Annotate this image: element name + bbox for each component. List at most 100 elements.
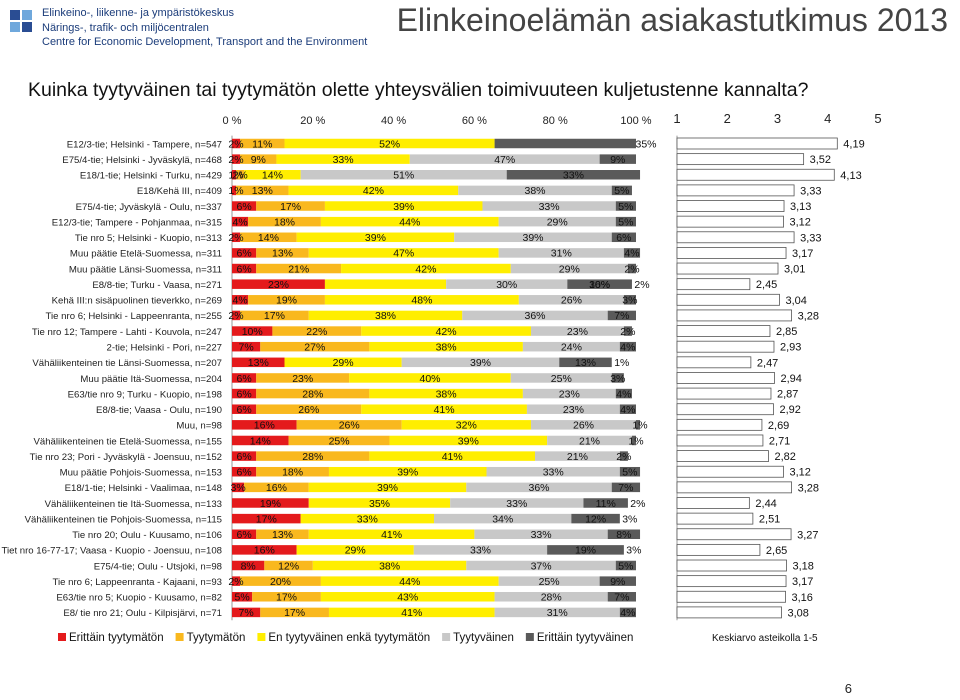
data-label: 23% xyxy=(567,326,588,338)
mean-bar xyxy=(676,590,786,603)
legend-swatch xyxy=(257,633,266,641)
data-label: 2% xyxy=(616,451,631,463)
bar-segment xyxy=(526,404,620,414)
data-label: 17% xyxy=(264,310,285,322)
mean-value-label: 3,28 xyxy=(798,310,819,322)
mean-value-label: 2,51 xyxy=(759,514,780,526)
bar-segment xyxy=(240,576,321,586)
category-label: Muu päätie Itä-Suomessa, n=204 xyxy=(80,374,222,385)
mean-value-label: 3,08 xyxy=(788,607,809,619)
question-text: Kuinka tyytyväinen tai tyytymätön olette… xyxy=(28,79,809,101)
bar-segment xyxy=(494,138,636,149)
data-label: 12% xyxy=(585,513,606,525)
data-label: 23% xyxy=(268,279,289,291)
category-label: E8/ tie nro 21; Oulu - Kilpisjärvi, n=71 xyxy=(63,608,222,619)
data-label: 39% xyxy=(365,232,386,244)
bar-segment xyxy=(264,560,313,571)
bar-segment xyxy=(308,482,467,493)
data-label: 27% xyxy=(304,341,325,353)
bar-segment xyxy=(401,420,531,430)
data-label: 13% xyxy=(272,248,293,260)
data-label: 7% xyxy=(614,310,629,322)
bar-segment xyxy=(518,295,624,305)
data-label: 33% xyxy=(357,513,378,525)
category-label: E18/Kehä III, n=409 xyxy=(137,186,222,197)
data-label: 1% xyxy=(628,435,643,447)
data-label: 43% xyxy=(397,592,418,604)
mean-bar xyxy=(676,559,787,572)
data-label: 4% xyxy=(620,341,635,353)
bar-segment xyxy=(256,404,362,414)
bar-segment xyxy=(389,435,548,446)
data-label: 6% xyxy=(237,201,252,213)
category-label: Tie nro 6; Helsinki - Lappeenranta, n=25… xyxy=(46,311,222,322)
data-label: 5% xyxy=(618,216,633,228)
mean-bar xyxy=(676,512,754,525)
bar-segment xyxy=(328,607,495,618)
data-label: 6% xyxy=(237,248,252,260)
data-label: 7% xyxy=(239,607,254,619)
bar-segment xyxy=(571,513,620,524)
legend-swatch xyxy=(525,633,534,641)
data-label: 33% xyxy=(539,201,560,213)
data-label: 52% xyxy=(379,138,400,150)
data-label: 14% xyxy=(258,232,279,244)
category-label: Tie nro 20; Oulu - Kuusamo, n=106 xyxy=(72,530,222,541)
bar-segment xyxy=(369,388,523,399)
x-tick-label: 80 % xyxy=(543,115,568,127)
category-label: E12/3-tie; Tampere - Pohjanmaa, n=315 xyxy=(52,217,222,228)
mean-value-label: 3,18 xyxy=(793,561,814,573)
mean-bar xyxy=(676,278,751,291)
bar-segment xyxy=(583,498,628,508)
bar-segment xyxy=(599,154,636,164)
data-label: 8% xyxy=(241,560,256,572)
bar-segment xyxy=(494,607,620,618)
data-label: 23% xyxy=(559,388,580,400)
bar-segment xyxy=(256,529,309,539)
data-label: 28% xyxy=(302,451,323,463)
ely-logo: Elinkeino-, liikenne- ja ympäristökeskus… xyxy=(8,6,438,68)
data-label: 51% xyxy=(393,170,414,182)
bar-segment xyxy=(530,326,624,336)
bar-segment xyxy=(320,576,499,586)
data-label: 19% xyxy=(276,295,297,307)
legend-label: Erittäin tyytyväinen xyxy=(537,632,634,644)
bar-segment xyxy=(232,295,249,305)
mean-bar xyxy=(676,153,805,166)
mean-bar xyxy=(676,497,750,509)
bar-segment xyxy=(244,482,309,493)
mean-bar xyxy=(676,309,792,322)
data-label: 16% xyxy=(254,545,275,557)
mean-value-label: 2,69 xyxy=(768,420,789,432)
mean-bar xyxy=(676,340,775,353)
data-label: 35% xyxy=(369,498,390,510)
bar-segment xyxy=(232,263,257,274)
bar-segment xyxy=(272,326,362,336)
mean-x-tick-label: 4 xyxy=(824,111,831,126)
mean-bar xyxy=(676,528,792,541)
bar-segment xyxy=(252,592,321,602)
category-label: Muu, n=98 xyxy=(176,421,222,432)
bar-segment xyxy=(232,560,265,571)
data-label: 4% xyxy=(233,216,248,228)
bar-segment xyxy=(547,545,624,555)
bar-segment xyxy=(361,404,527,414)
bar-segment xyxy=(232,576,241,586)
data-label: 2% xyxy=(624,263,639,275)
bar-segment xyxy=(324,295,519,305)
bar-segment xyxy=(232,326,273,336)
data-label: 30% xyxy=(589,279,610,291)
mean-bar xyxy=(676,247,787,259)
data-label: 28% xyxy=(541,592,562,604)
data-label: 10% xyxy=(242,326,263,338)
data-label: 13% xyxy=(575,357,596,369)
category-label: 2-tie; Helsinki - Pori, n=227 xyxy=(107,342,222,353)
data-label: 28% xyxy=(302,388,323,400)
data-label: 26% xyxy=(561,295,582,307)
data-label: 11% xyxy=(252,138,272,150)
data-label: 36% xyxy=(528,482,549,494)
mean-value-label: 3,16 xyxy=(792,592,813,604)
data-label: 2% xyxy=(228,154,243,166)
bar-segment xyxy=(611,232,636,243)
category-label: Tie nro 12; Tampere - Lahti - Kouvola, n… xyxy=(32,327,222,338)
